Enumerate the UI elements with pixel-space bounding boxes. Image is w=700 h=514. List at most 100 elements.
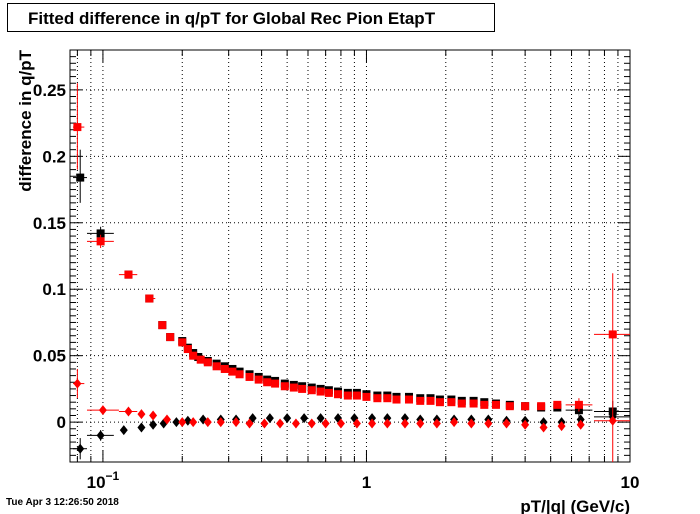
data-point-square <box>76 173 85 182</box>
data-point-diamond <box>316 413 325 424</box>
x-axis-label: pT/|q| (GeV/c) <box>520 497 630 514</box>
data-point-square <box>189 351 198 360</box>
data-point-diamond <box>383 413 392 424</box>
data-point-diamond <box>502 418 511 429</box>
data-point-square <box>469 399 478 408</box>
data-point-diamond <box>321 418 330 429</box>
y-tick-label: 0.1 <box>42 280 66 299</box>
series-0 <box>73 149 630 423</box>
data-point-diamond <box>98 405 107 416</box>
data-point-square <box>553 400 562 409</box>
y-axis-label: difference in q/pT <box>16 49 35 191</box>
data-point-diamond <box>203 417 212 428</box>
data-point-square <box>404 395 413 404</box>
data-point-square <box>334 390 343 399</box>
data-point-diamond <box>265 413 274 424</box>
data-point-diamond <box>539 422 548 433</box>
data-point-diamond <box>232 417 241 428</box>
data-point-diamond <box>352 418 361 429</box>
data-point-diamond <box>400 413 409 424</box>
data-point-diamond <box>178 417 187 428</box>
data-point-square <box>280 382 289 391</box>
data-point-diamond <box>576 419 585 430</box>
data-point-square <box>373 394 382 403</box>
series-1 <box>73 411 630 460</box>
data-point-square <box>220 364 229 373</box>
data-point-diamond <box>521 419 530 430</box>
data-point-square <box>574 400 583 409</box>
data-point-square <box>73 123 82 132</box>
data-point-square <box>383 394 392 403</box>
data-point-diamond <box>557 421 566 432</box>
data-point-diamond <box>137 409 146 420</box>
data-point-diamond <box>76 443 85 454</box>
data-point-diamond <box>124 406 133 417</box>
plot-frame <box>69 49 631 463</box>
data-point-diamond <box>149 419 158 430</box>
data-point-diamond <box>162 414 171 425</box>
data-point-diamond <box>172 417 181 428</box>
y-tick-label: 0 <box>57 413 66 432</box>
data-point-diamond <box>576 414 585 425</box>
y-tick-label: 0.05 <box>33 347 66 366</box>
data-point-square <box>235 370 244 379</box>
y-tick-label: 0.2 <box>42 147 66 166</box>
data-point-diamond <box>400 418 409 429</box>
data-point-diamond <box>432 418 441 429</box>
y-tick-label: 0.25 <box>33 81 66 100</box>
data-point-diamond <box>291 418 300 429</box>
data-point-square <box>307 386 316 395</box>
data-point-square <box>352 391 361 400</box>
data-point-square <box>435 398 444 407</box>
data-point-square <box>196 355 205 364</box>
data-point-diamond <box>336 418 345 429</box>
data-point-diamond <box>467 418 476 429</box>
data-point-square <box>392 395 401 404</box>
timestamp: Tue Apr 3 12:26:50 2018 <box>6 497 119 508</box>
data-point-diamond <box>216 417 225 428</box>
data-point-square <box>158 321 167 330</box>
data-point-square <box>324 388 333 397</box>
data-point-square <box>343 391 352 400</box>
data-point-square <box>183 345 192 354</box>
data-point-diamond <box>137 422 146 433</box>
data-point-square <box>203 358 212 367</box>
data-point-diamond <box>149 410 158 421</box>
data-point-square <box>212 362 221 371</box>
data-point-square <box>263 378 272 387</box>
data-point-diamond <box>283 413 292 424</box>
data-point-diamond <box>307 418 316 429</box>
data-point-square <box>124 270 133 279</box>
data-point-square <box>426 396 435 405</box>
data-point-diamond <box>73 378 82 389</box>
data-point-diamond <box>539 417 548 428</box>
data-point-diamond <box>96 430 105 441</box>
data-point-square <box>505 402 514 411</box>
data-point-square <box>298 384 307 393</box>
data-point-square <box>96 237 105 246</box>
data-point-square <box>145 294 154 303</box>
data-point-square <box>457 399 466 408</box>
x-tick-label: 1 <box>362 473 371 492</box>
data-point-square <box>537 402 546 411</box>
data-point-diamond <box>245 418 254 429</box>
grid-lines <box>70 50 630 462</box>
data-point-diamond <box>300 413 309 424</box>
data-point-square <box>491 400 500 409</box>
chart-title: Fitted difference in q/pT for Global Rec… <box>28 9 436 28</box>
data-point-diamond <box>119 425 128 436</box>
data-point-diamond <box>276 418 285 429</box>
data-point-square <box>178 338 187 347</box>
data-point-diamond <box>484 418 493 429</box>
data-point-square <box>416 396 425 405</box>
y-tick-label: 0.15 <box>33 214 66 233</box>
data-point-square <box>289 383 298 392</box>
data-point-diamond <box>416 418 425 429</box>
x-tick-label: 10 <box>621 473 640 492</box>
data-point-diamond <box>189 417 198 428</box>
data-point-square <box>316 387 325 396</box>
data-point-square <box>608 330 617 339</box>
data-point-square <box>362 392 371 401</box>
data-point-diamond <box>450 417 459 428</box>
